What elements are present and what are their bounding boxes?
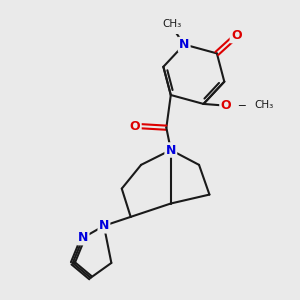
Text: ─: ─: [238, 100, 244, 110]
Text: N: N: [99, 219, 109, 232]
Text: CH₃: CH₃: [163, 19, 182, 29]
Text: N: N: [78, 231, 88, 244]
Text: CH₃: CH₃: [254, 100, 273, 110]
Text: O: O: [130, 120, 140, 133]
Text: O: O: [220, 99, 231, 112]
Text: N: N: [166, 143, 176, 157]
Text: N: N: [179, 38, 189, 51]
Text: O: O: [231, 29, 242, 42]
